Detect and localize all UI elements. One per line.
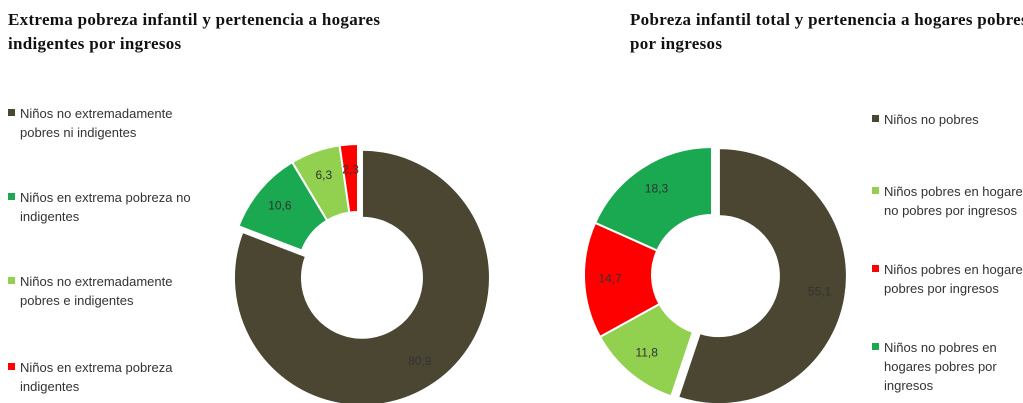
legend-item: Niños no extremadamente pobres ni indige… (8, 104, 205, 142)
data-label: 6,3 (315, 168, 332, 182)
legend-swatch (872, 187, 879, 194)
legend-item: Niños pobres en hogares pobres por ingre… (872, 260, 1023, 298)
chart-title: Pobreza infantil total y pertenencia a h… (630, 10, 1023, 53)
legend-item: Niños no extremadamente pobres e indigen… (8, 272, 205, 310)
legend-item: Niños no pobres en hogares pobres por in… (872, 338, 1023, 395)
legend-label: Niños pobres en hogares no pobres por in… (884, 184, 1023, 218)
legend-item: Niños pobres en hogares no pobres por in… (872, 182, 1023, 220)
donut-slice (676, 147, 848, 403)
legend-label: Niños en extrema pobreza indigentes (20, 360, 173, 394)
legend-label: Niños pobres en hogares pobres por ingre… (884, 262, 1023, 296)
legend-label: Niños no extremadamente pobres ni indige… (20, 106, 173, 140)
legend-label: Niños no extremadamente pobres e indigen… (20, 274, 173, 308)
legend-swatch (8, 363, 15, 370)
donut-slice (593, 145, 713, 252)
chart-title: Extrema pobreza infantil y pertenencia a… (8, 10, 381, 53)
data-label: 55,1 (808, 285, 832, 299)
data-label: 80,9 (408, 354, 432, 368)
legend-swatch (8, 277, 15, 284)
data-label: 18,3 (645, 182, 669, 196)
legend-label: Niños en extrema pobreza no indigentes (20, 190, 191, 224)
legend-swatch (872, 265, 879, 272)
data-label: 10,6 (268, 199, 292, 213)
legend-label: Niños no pobres en hogares pobres por in… (884, 340, 997, 393)
legend-item: Niños no pobres (872, 110, 1023, 129)
data-label: 2,3 (342, 162, 359, 176)
legend-item: Niños en extrema pobreza no indigentes (8, 188, 205, 226)
legend-swatch (8, 109, 15, 116)
data-label: 14,7 (598, 272, 622, 286)
legend-label: Niños no pobres (884, 112, 979, 127)
legend-swatch (8, 193, 15, 200)
data-label: 11,8 (635, 346, 658, 360)
legend-item: Niños en extrema pobreza indigentes (8, 358, 205, 396)
donut-slice (338, 142, 359, 214)
legend-swatch (872, 115, 879, 122)
legend-swatch (872, 343, 879, 350)
donut-slice (232, 148, 491, 403)
